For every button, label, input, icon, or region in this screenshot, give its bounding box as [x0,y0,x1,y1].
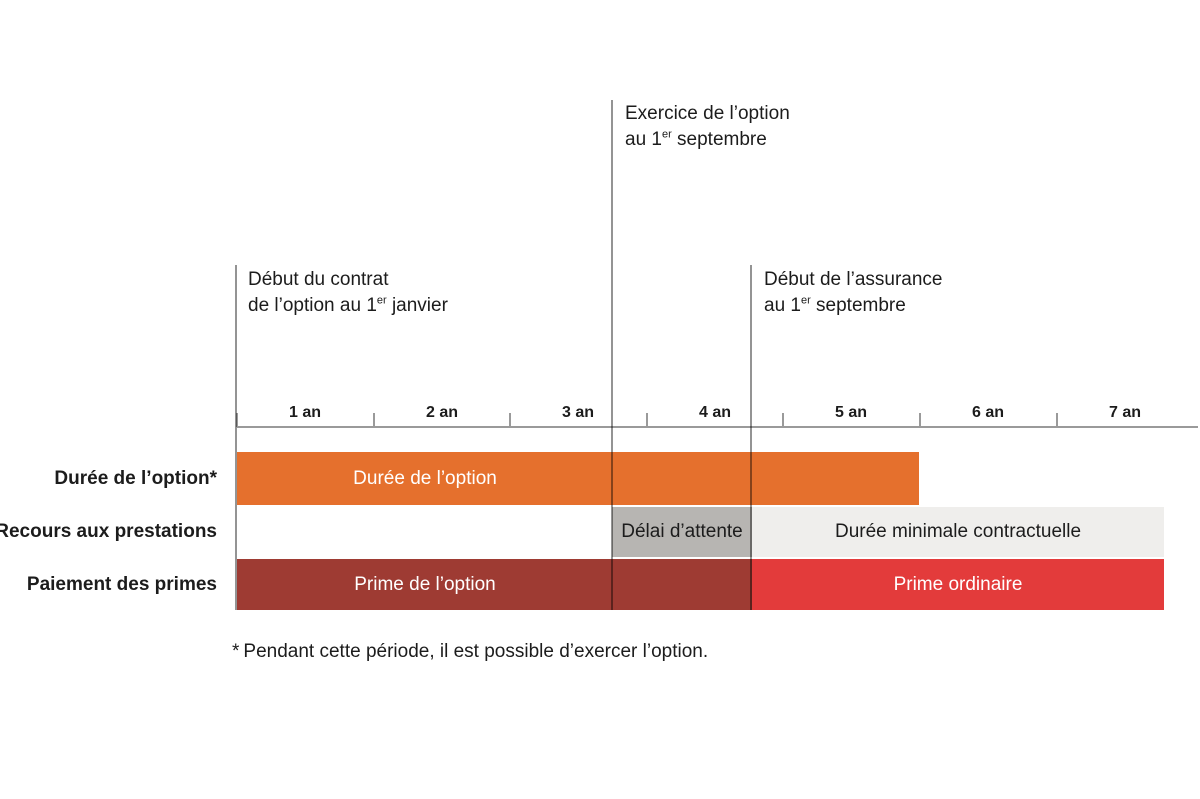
axis-tick-5 [919,413,921,427]
axis-tick-4 [782,413,784,427]
bar-waiting-period: Délai d’attente [612,507,752,557]
axis-tick-6 [1056,413,1058,427]
bar-option-premium: Prime de l’option [237,559,752,610]
axis-tick-2 [509,413,511,427]
exercise-date-line1: Exercice de l’option [625,103,790,124]
axis-tick-0 [236,413,238,427]
insurance-start-line1: Début de l’assurance [764,269,943,290]
bar-option-premium-text: Prime de l’option [354,573,496,595]
bar-minimum-contract-duration-text: Durée minimale contractuelle [834,521,1082,542]
contract-start-label: Début du contrat de l’option au 1er janv… [248,267,448,319]
bar-waiting-period-text: Délai d’attente [621,521,743,542]
row-label-benefit-recourse: Recours aux prestations [0,521,217,542]
axis-tick-3 [646,413,648,427]
time-axis-line [237,426,1198,428]
bar-minimum-contract-duration: Durée minimale contractuelle [752,507,1164,557]
axis-label-year-4: 4 an [698,404,731,421]
bar-ordinary-premium-text: Prime ordinaire [893,573,1023,595]
bar-ordinary-premium: Prime ordinaire [752,559,1164,610]
footnote-text: Pendant cette période, il est possible d… [243,641,709,662]
footnote-asterisk: * [232,641,240,662]
axis-label-year-7: 7 an [1108,404,1141,421]
row-label-premium-payment: Paiement des primes [26,573,217,595]
row-label-option-duration: Durée de l’option* [54,467,217,489]
axis-label-year-3: 3 an [561,404,594,421]
contract-start-line2: de l’option au 1er janvier [248,294,448,316]
axis-label-year-6: 6 an [971,404,1004,421]
bar-option-duration: Durée de l’option [237,452,919,505]
axis-tick-1 [373,413,375,427]
contract-start-line1: Début du contrat [248,269,389,290]
bar-option-duration-text: Durée de l’option [353,467,497,489]
axis-label-year-2: 2 an [425,404,458,421]
footnote: * Pendant cette période, il est possible … [232,641,708,663]
insurance-start-line2: au 1er septembre [764,294,906,316]
axis-label-year-5: 5 an [834,404,867,421]
exercise-date-line2: au 1er septembre [625,128,767,150]
insurance-start-label: Début de l’assurance au 1er septembre [764,267,943,319]
contract-start-marker-line [235,265,237,610]
exercise-date-marker-line [611,100,613,610]
axis-label-year-1: 1 an [288,404,321,421]
exercise-date-label: Exercice de l’option au 1er septembre [625,101,790,153]
insurance-start-marker-line [750,265,752,610]
